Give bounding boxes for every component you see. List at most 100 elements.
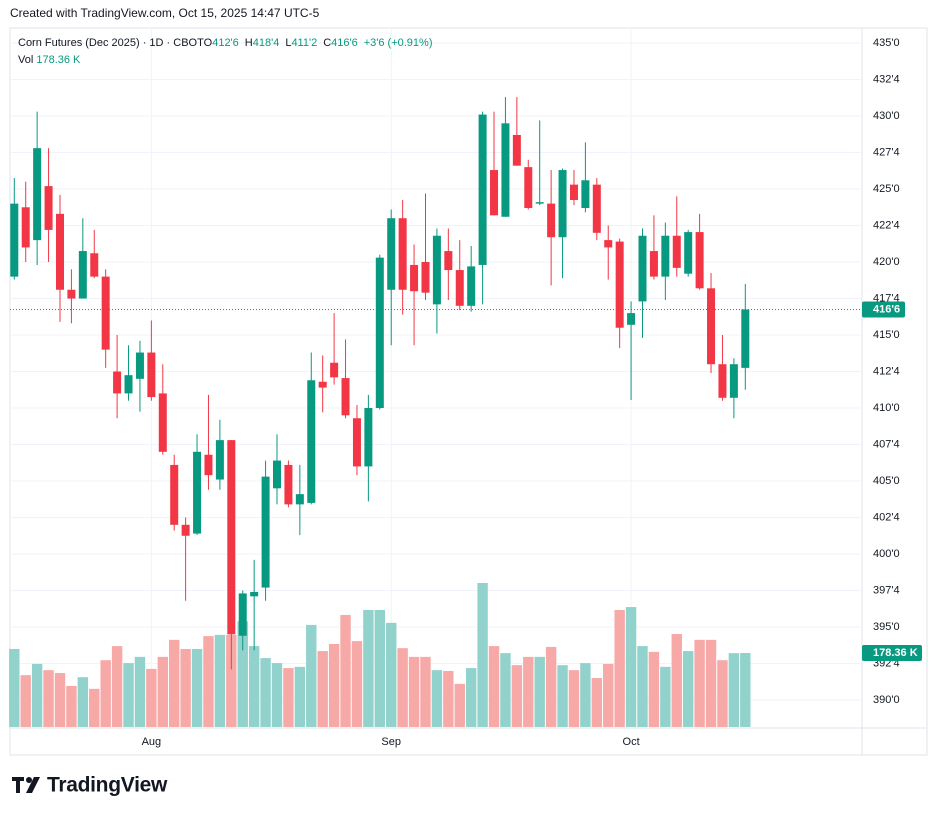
volume-bar bbox=[283, 668, 294, 727]
candle-body bbox=[250, 591, 259, 597]
candle-body bbox=[535, 202, 544, 204]
volume-bar bbox=[386, 622, 397, 727]
candle-body bbox=[467, 266, 476, 306]
candle-body bbox=[90, 253, 99, 277]
volume-bar bbox=[260, 658, 271, 727]
volume-bar bbox=[328, 644, 340, 727]
candle-body bbox=[261, 476, 270, 588]
volume-bar bbox=[488, 646, 500, 727]
volume-bar bbox=[694, 639, 705, 727]
volume-bar bbox=[500, 653, 511, 727]
y-tick-label: 395'0 bbox=[873, 621, 900, 633]
volume-bar bbox=[465, 668, 477, 727]
volume-bar bbox=[717, 660, 728, 727]
volume-bar bbox=[77, 677, 89, 727]
candle-body bbox=[558, 170, 567, 238]
brand-name: TradingView bbox=[47, 774, 168, 797]
volume-bar bbox=[637, 646, 648, 727]
y-tick-label: 415'0 bbox=[873, 329, 900, 341]
volume-bar bbox=[477, 583, 488, 727]
volume-bar bbox=[123, 663, 134, 727]
candle-body bbox=[455, 270, 464, 306]
volume-bar bbox=[226, 634, 237, 727]
candle-body bbox=[238, 593, 247, 636]
candle-body bbox=[592, 184, 601, 233]
candle-body bbox=[627, 313, 636, 325]
volume-bar bbox=[740, 652, 751, 727]
volume-bar bbox=[568, 670, 580, 727]
candle-body bbox=[170, 464, 179, 525]
volume-bar bbox=[351, 641, 363, 727]
legend-row: Vol 178.36 K bbox=[18, 52, 439, 69]
candle-body bbox=[284, 464, 293, 505]
y-tick-label: 435'0 bbox=[873, 37, 900, 49]
volume-layer bbox=[9, 583, 751, 727]
volume-value: 178.36 K bbox=[36, 54, 81, 66]
volume-bar bbox=[705, 639, 717, 727]
candle-body bbox=[581, 180, 590, 209]
volume-bar bbox=[100, 660, 111, 727]
y-tick-label: 400'0 bbox=[873, 548, 900, 560]
change: +3'6 (+0.91%) bbox=[363, 37, 433, 49]
y-tick-label: 412'4 bbox=[873, 365, 900, 377]
legend: Corn Futures (Dec 2025) · 1D · CBOTO412'… bbox=[18, 35, 439, 69]
volume-bar bbox=[625, 607, 637, 727]
volume-bar bbox=[340, 614, 351, 727]
volume-bar bbox=[397, 648, 408, 727]
volume-bar bbox=[443, 670, 454, 727]
volume-bar bbox=[180, 648, 191, 727]
candle-body bbox=[227, 440, 236, 635]
candle-body bbox=[78, 251, 87, 299]
y-tick-label: 405'0 bbox=[873, 475, 900, 487]
candle-body bbox=[604, 240, 613, 248]
candle-body bbox=[158, 393, 167, 452]
candle-body bbox=[67, 289, 76, 299]
candle-body bbox=[204, 454, 213, 476]
candle-layer bbox=[10, 97, 750, 670]
volume-bar bbox=[214, 634, 226, 727]
candle-body bbox=[101, 276, 110, 350]
y-tick-label: 420'0 bbox=[873, 256, 900, 268]
symbol-title: Corn Futures (Dec 2025) · 1D · CBOT bbox=[18, 37, 204, 49]
volume-bar bbox=[203, 636, 214, 727]
ohlc-label: L bbox=[285, 37, 292, 49]
ohlc-value: 418'4 bbox=[252, 37, 280, 49]
volume-bar bbox=[454, 683, 465, 727]
candle-body bbox=[273, 460, 282, 489]
price-badge-label: 416'6 bbox=[873, 303, 900, 315]
volume-bar bbox=[134, 656, 146, 727]
candle-body bbox=[330, 362, 339, 378]
y-tick-label: 425'0 bbox=[873, 183, 900, 195]
volume-bar bbox=[591, 678, 603, 727]
volume-bar bbox=[431, 670, 443, 727]
volume-bar bbox=[157, 656, 168, 727]
volume-bar bbox=[511, 665, 523, 727]
candle-body bbox=[124, 375, 133, 394]
volume-bar bbox=[146, 668, 157, 727]
candle-body bbox=[387, 218, 396, 290]
volume-bar bbox=[603, 663, 614, 727]
candle-body bbox=[364, 408, 373, 467]
volume-bar bbox=[648, 651, 660, 727]
candle-body bbox=[741, 309, 750, 368]
candle-body bbox=[375, 257, 384, 409]
candle-body bbox=[341, 378, 350, 416]
volume-bar bbox=[191, 648, 203, 727]
candle-body bbox=[181, 524, 190, 536]
candle-body bbox=[135, 352, 144, 379]
volume-bar bbox=[54, 673, 66, 727]
volume-bar bbox=[111, 646, 123, 727]
candle-body bbox=[33, 148, 42, 241]
y-tick-label: 390'0 bbox=[873, 694, 900, 706]
y-tick-label: 407'4 bbox=[873, 438, 900, 450]
ohlc-value: 412'6 bbox=[212, 37, 239, 49]
volume-badge bbox=[862, 644, 922, 661]
candle-body bbox=[444, 251, 453, 271]
volume-label: Vol bbox=[18, 54, 34, 66]
ohlc-label: H bbox=[244, 37, 253, 49]
candle-body bbox=[352, 418, 361, 467]
candle-body bbox=[501, 123, 510, 217]
candle-body bbox=[318, 381, 327, 388]
